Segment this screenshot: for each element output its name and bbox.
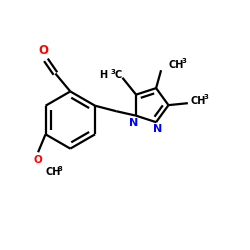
- Text: 3: 3: [204, 94, 209, 100]
- Text: O: O: [34, 155, 42, 165]
- Text: C: C: [115, 70, 122, 80]
- Text: 3: 3: [58, 166, 63, 172]
- Text: CH: CH: [45, 167, 60, 177]
- Text: CH: CH: [191, 96, 206, 106]
- Text: 3: 3: [182, 58, 186, 64]
- Text: O: O: [38, 44, 48, 58]
- Text: CH: CH: [168, 60, 184, 70]
- Text: 3: 3: [111, 69, 116, 75]
- Text: N: N: [154, 124, 163, 134]
- Text: H: H: [99, 70, 107, 80]
- Text: N: N: [130, 118, 139, 128]
